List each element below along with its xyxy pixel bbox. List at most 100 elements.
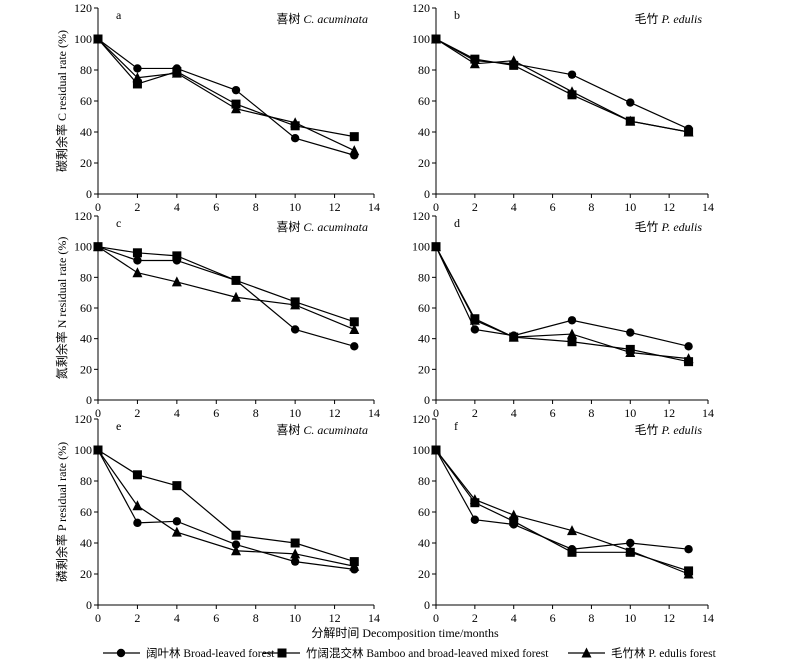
y-tick-label: 40 <box>418 536 430 550</box>
x-tick-label: 14 <box>702 611 714 625</box>
data-point-triangle <box>567 525 577 536</box>
data-point-triangle <box>683 353 694 364</box>
x-tick-label: 6 <box>213 611 219 625</box>
y-tick-label: 0 <box>86 598 92 612</box>
y-tick-label: 20 <box>80 156 92 170</box>
species-chinese-name: 毛竹 <box>635 220 662 234</box>
series-line-triangle <box>435 449 689 575</box>
y-tick-label: 100 <box>74 443 92 457</box>
data-point-square <box>509 60 519 70</box>
x-tick-label: 14 <box>368 406 380 420</box>
x-tick-label: 12 <box>663 611 675 625</box>
panel-d: 0 20 40 60 80 100 120 0 2 4 6 8 10 12 14 d 毛竹 P. edulis <box>412 209 714 420</box>
y-tick-label: 100 <box>412 240 430 254</box>
legend-item-mixed: 竹阔混交林 Bamboo and broad-leaved mixed fore… <box>263 646 549 660</box>
series-line-square <box>97 449 355 563</box>
data-point-triangle <box>625 545 636 556</box>
series-line-triangle <box>435 38 689 133</box>
data-point-triangle <box>132 500 143 511</box>
x-tick-label: 12 <box>663 200 675 214</box>
x-tick-label: 0 <box>95 200 101 214</box>
panel-a: 0 20 40 60 80 100 120 0 2 4 6 8 10 12 14 a 喜树 C. acumina… <box>54 1 380 214</box>
legend-label-mixed: 竹阔混交林 Bamboo and broad-leaved mixed fore… <box>306 646 549 660</box>
x-tick-label: 0 <box>433 406 439 420</box>
panel-b: 0 20 40 60 80 100 120 0 2 4 6 8 10 12 14 b 毛竹 P. edulis <box>412 1 714 214</box>
y-tick-label: 0 <box>424 187 430 201</box>
species-chinese-name: 毛竹 <box>635 423 662 437</box>
series-line-triangle <box>435 246 689 360</box>
series-line-circle <box>435 246 689 347</box>
data-point-triangle <box>508 55 519 66</box>
x-axis-label: 分解时间 Decomposition time/months <box>311 626 499 640</box>
x-tick-label: 2 <box>472 406 478 420</box>
data-point-triangle <box>290 299 301 310</box>
data-point-circle <box>684 342 693 351</box>
data-point-square <box>349 132 359 142</box>
x-tick-label: 10 <box>289 200 301 214</box>
data-point-square <box>172 481 182 491</box>
legend-circle-marker-icon <box>116 648 126 658</box>
panel-letter: a <box>116 8 122 22</box>
data-point-square <box>132 248 142 258</box>
data-point-triangle <box>625 346 636 357</box>
series-line-circle <box>435 38 689 130</box>
x-tick-label: 14 <box>368 611 380 625</box>
data-point-square <box>567 337 577 347</box>
x-tick-label: 0 <box>433 611 439 625</box>
data-point-triangle <box>93 33 103 44</box>
species-label: 毛竹 P. edulis <box>635 220 703 234</box>
x-tick-label: 10 <box>624 200 636 214</box>
data-point-square <box>231 530 241 540</box>
data-point-triangle <box>508 331 519 342</box>
species-label: 毛竹 P. edulis <box>635 423 703 437</box>
data-point-square <box>132 470 142 480</box>
species-chinese-name: 喜树 <box>276 11 303 26</box>
y-tick-label: 120 <box>412 1 430 15</box>
x-tick-label: 8 <box>588 406 594 420</box>
y-axis-title: 碳剩余率 C residual rate (%) <box>54 30 69 172</box>
data-point-triangle <box>132 72 143 83</box>
x-tick-label: 14 <box>702 200 714 214</box>
y-tick-label: 20 <box>80 362 92 376</box>
data-point-triangle <box>290 548 301 559</box>
y-tick-label: 100 <box>412 32 430 46</box>
x-tick-label: 12 <box>663 406 675 420</box>
data-point-triangle <box>683 568 694 579</box>
series-line-triangle <box>97 38 355 152</box>
panel-letter: f <box>454 419 458 433</box>
series-line-square <box>435 449 689 572</box>
y-tick-label: 20 <box>418 156 430 170</box>
data-point-triangle <box>290 117 301 128</box>
y-tick-label: 0 <box>86 393 92 407</box>
series-line-circle <box>97 38 355 156</box>
species-label: 毛竹 P. edulis <box>635 12 703 26</box>
data-point-circle <box>172 517 182 526</box>
data-point-circle <box>133 256 142 265</box>
data-point-triangle <box>171 526 182 537</box>
y-tick-label: 60 <box>80 505 92 519</box>
panel-letter: d <box>454 216 460 230</box>
data-point-square <box>231 275 241 285</box>
y-tick-label: 60 <box>80 94 92 108</box>
series-line-circle <box>97 246 355 347</box>
x-tick-label: 8 <box>588 611 594 625</box>
legend-label-p-edulis: 毛竹林 P. edulis forest <box>611 646 717 660</box>
x-tick-label: 2 <box>134 611 140 625</box>
y-tick-label: 40 <box>80 536 92 550</box>
species-chinese-name: 毛竹 <box>635 12 662 26</box>
y-tick-label: 40 <box>418 125 430 139</box>
y-axis-title: 磷剩余率 P residual rate (%) <box>54 442 69 582</box>
data-point-triangle <box>231 291 241 302</box>
x-tick-label: 2 <box>134 406 140 420</box>
x-tick-label: 6 <box>550 406 556 420</box>
data-point-triangle <box>93 241 103 252</box>
x-tick-label: 12 <box>329 200 341 214</box>
y-tick-label: 120 <box>74 412 92 426</box>
species-label: 喜树 C. acuminata <box>276 219 368 234</box>
x-tick-label: 6 <box>550 200 556 214</box>
legend-item-broad-leaved: 阔叶林 Broad-leaved forest <box>103 646 275 660</box>
data-point-circle <box>567 316 577 325</box>
y-tick-label: 120 <box>74 209 92 223</box>
y-tick-label: 100 <box>412 443 430 457</box>
data-point-circle <box>290 325 300 334</box>
